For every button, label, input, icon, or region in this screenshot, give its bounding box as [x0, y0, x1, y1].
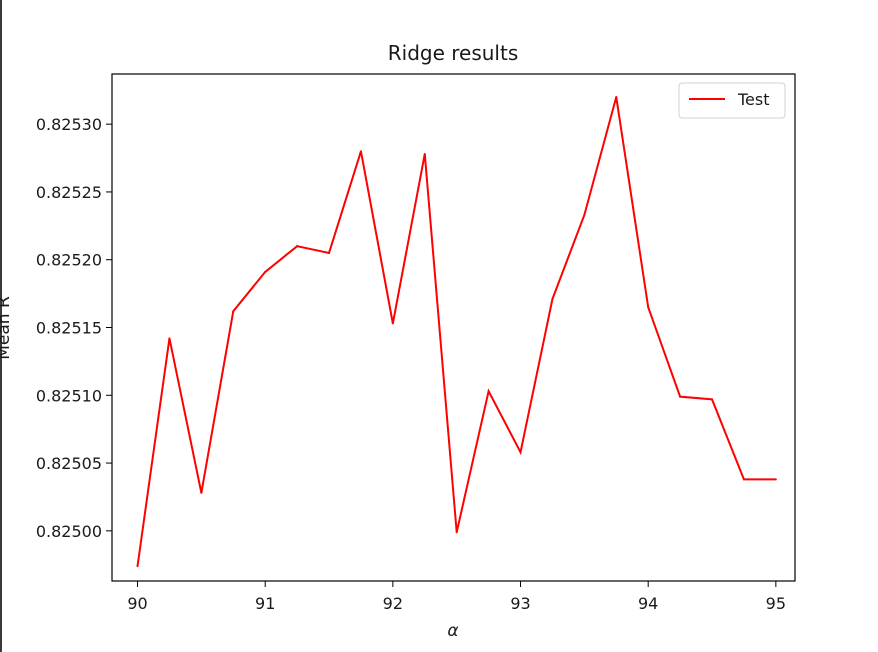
y-axis-label: Mean R — [0, 296, 14, 360]
data-point — [615, 96, 618, 99]
x-tick-label: 95 — [766, 594, 786, 613]
y-axis: 0.82500 0.82505 0.82510 0.82515 0.82520 0.825… — [36, 115, 112, 541]
data-point — [168, 337, 171, 340]
data-point — [455, 531, 458, 534]
legend: Test — [678, 82, 786, 119]
data-point — [679, 395, 682, 398]
y-tick-label: 0.82515 — [36, 319, 102, 338]
data-point — [391, 322, 394, 325]
y-tick-label: 0.82525 — [36, 183, 102, 202]
legend-box — [678, 82, 786, 119]
x-tick-label: 92 — [383, 594, 403, 613]
data-point — [711, 398, 714, 401]
data-point — [136, 565, 139, 568]
data-point — [551, 298, 554, 301]
y-tick-label: 0.82505 — [36, 454, 102, 473]
y-tick-label: 0.82530 — [36, 115, 102, 134]
data-point — [647, 306, 650, 309]
legend-label-test: Test — [737, 90, 770, 109]
x-tick-label: 93 — [510, 594, 530, 613]
data-point — [487, 390, 490, 393]
y-tick-label: 0.82510 — [36, 386, 102, 405]
data-point — [519, 451, 522, 454]
chart-title: Ridge results — [388, 41, 519, 65]
x-tick-label: 90 — [127, 594, 147, 613]
series-layer — [136, 96, 777, 568]
data-point — [423, 152, 426, 155]
data-point — [264, 270, 267, 273]
data-point — [200, 491, 203, 494]
y-tick-label: 0.82500 — [36, 522, 102, 541]
data-point — [328, 251, 331, 254]
x-tick-label: 94 — [638, 594, 658, 613]
data-point — [232, 310, 235, 313]
window-edge — [0, 0, 2, 652]
x-axis: 90 91 92 93 94 95 — [127, 581, 786, 613]
data-point — [742, 478, 745, 481]
data-point — [296, 245, 299, 248]
x-axis-label: α — [447, 621, 458, 641]
data-point — [359, 150, 362, 153]
x-tick-label: 91 — [255, 594, 275, 613]
series-line-test — [136, 96, 776, 567]
data-point — [774, 478, 777, 481]
data-point — [583, 213, 586, 216]
y-tick-label: 0.82520 — [36, 251, 102, 270]
